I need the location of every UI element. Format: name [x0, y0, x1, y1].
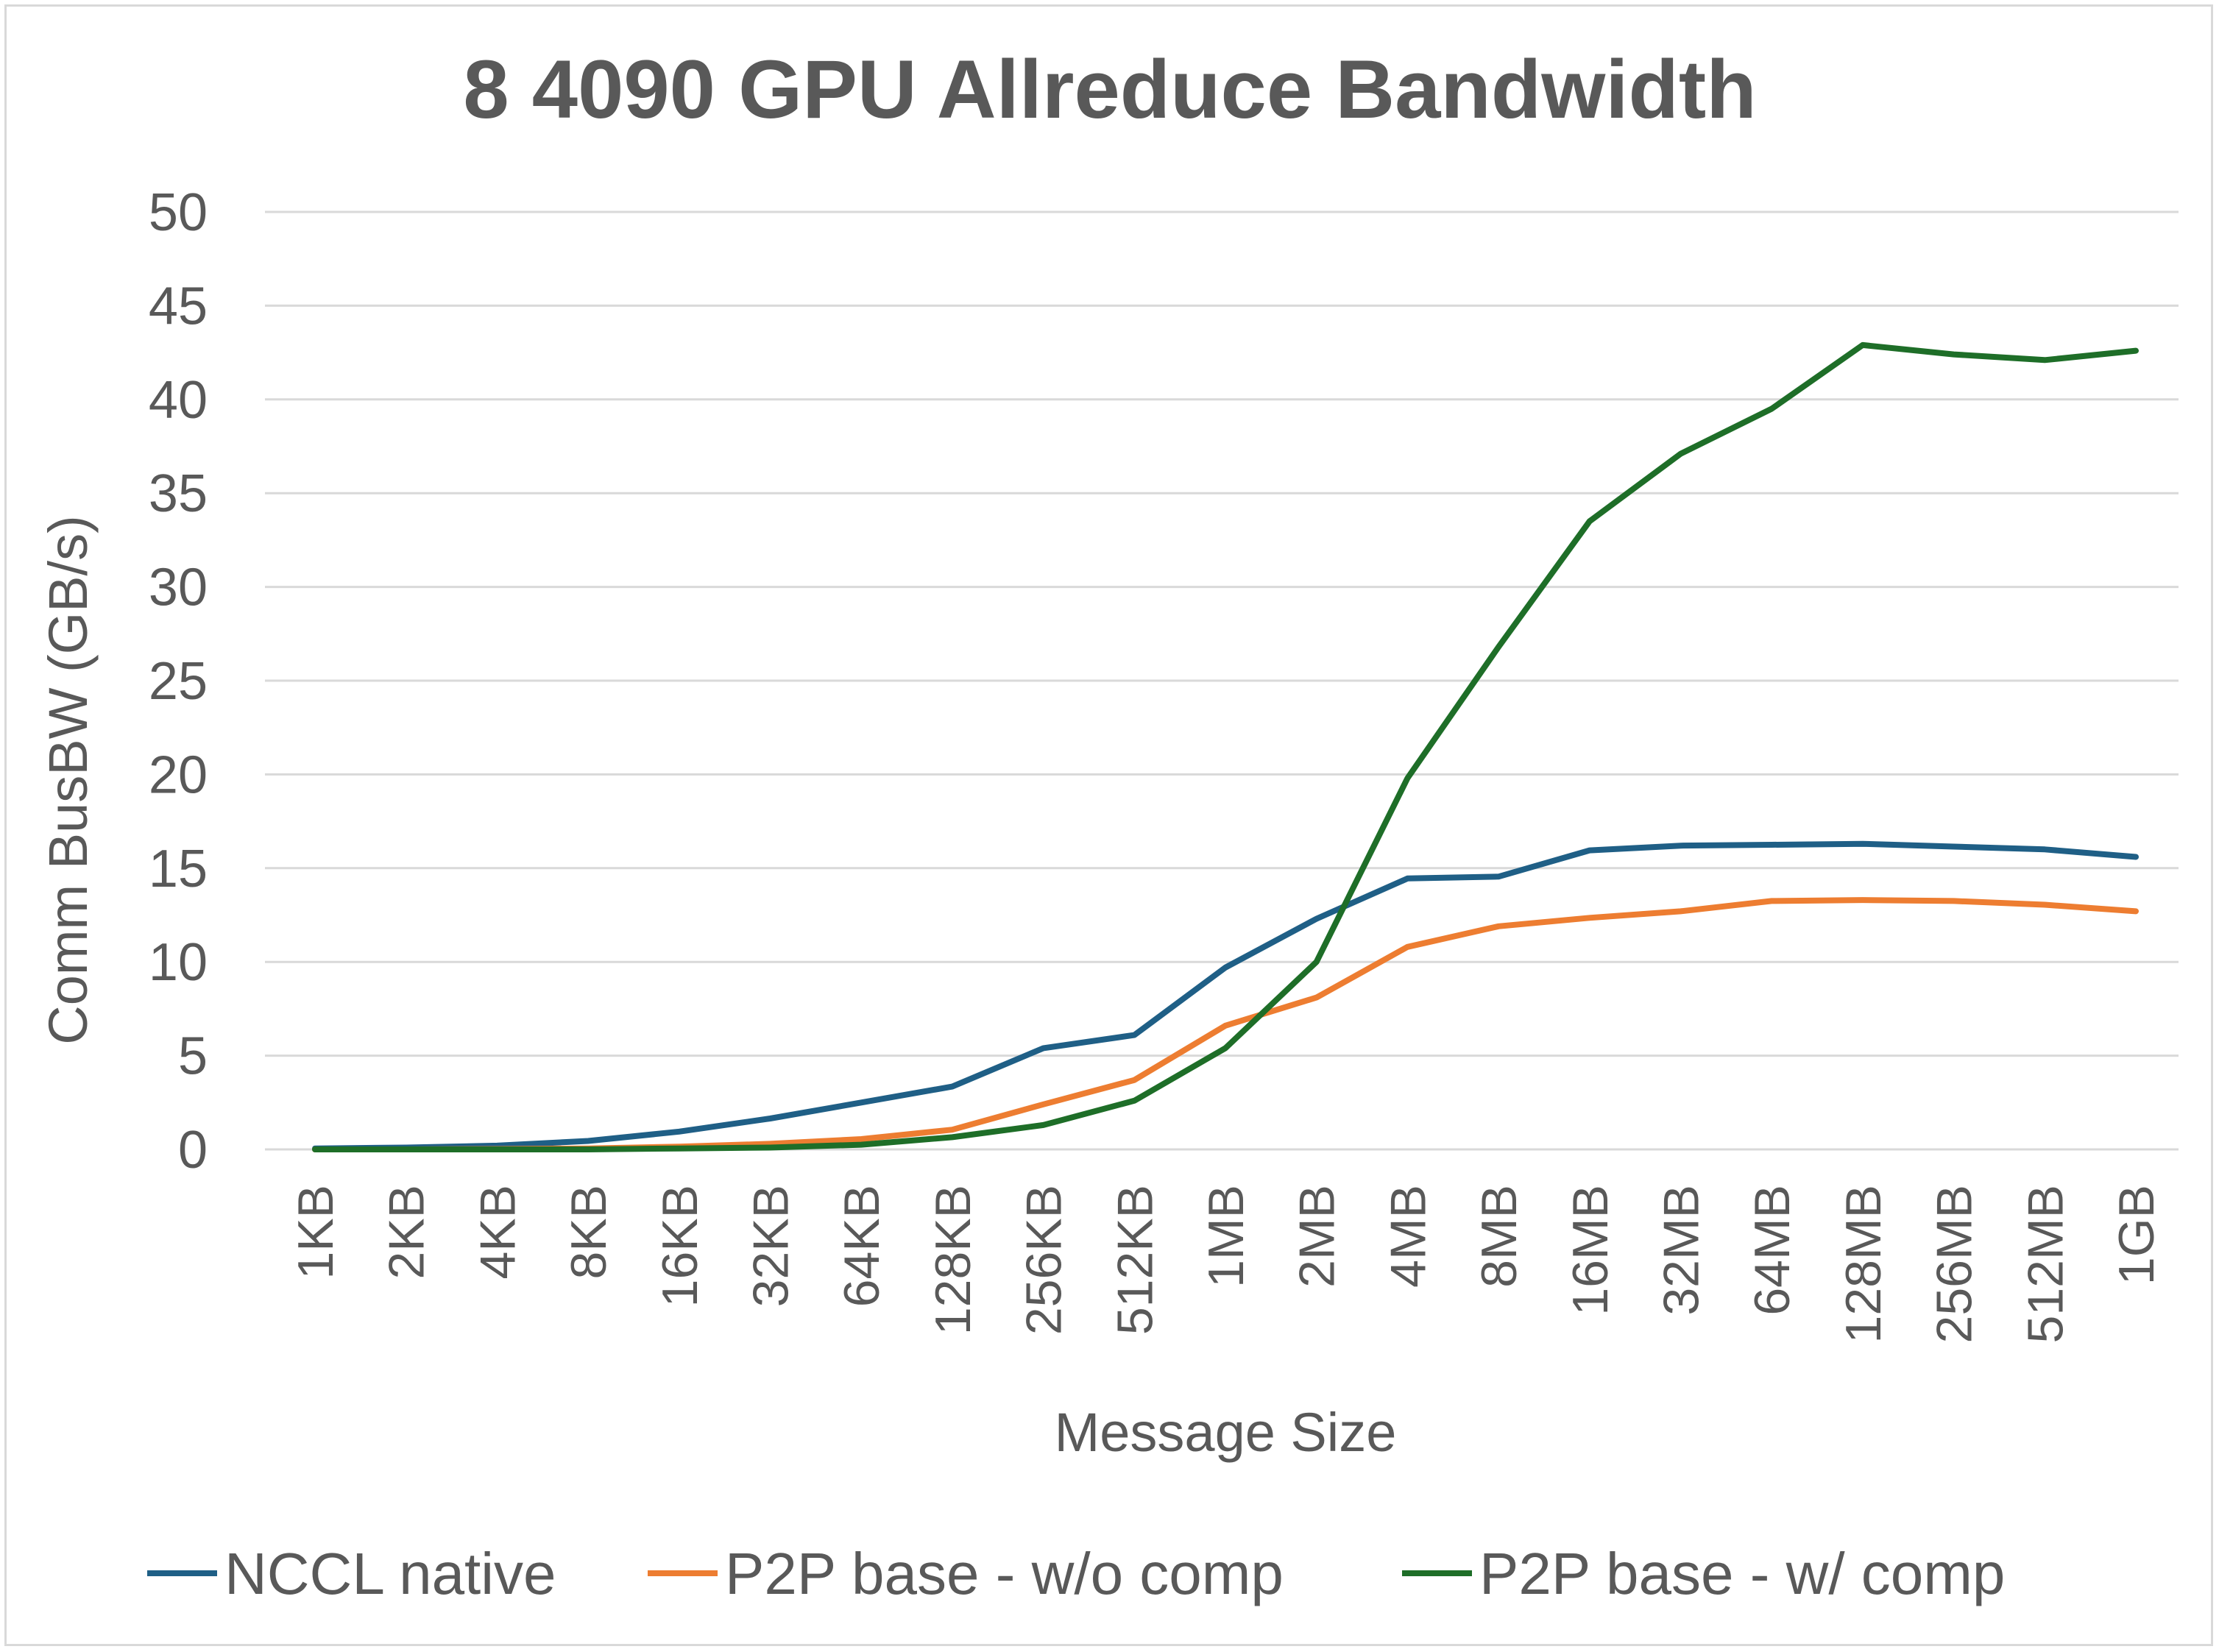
x-tick-label: 4MB — [1380, 1185, 1436, 1288]
y-axis-ticks: 0 5 10 15 20 25 30 35 40 45 50 — [149, 183, 208, 1180]
series-line-2 — [312, 341, 2139, 1152]
legend-label-2: P2P base - w/ comp — [1479, 1541, 2005, 1606]
x-tick-label: 1KB — [288, 1185, 344, 1280]
y-tick-label: 15 — [149, 840, 208, 898]
legend-label-1: P2P base - w/o comp — [725, 1541, 1284, 1606]
legend-label-0: NCCL native — [224, 1541, 556, 1606]
x-tick-label: 128KB — [925, 1185, 981, 1335]
x-tick-label: 256MB — [1927, 1185, 1983, 1343]
y-tick-label: 10 — [149, 933, 208, 992]
x-tick-label: 64KB — [834, 1185, 890, 1307]
chart-title: 8 4090 GPU Allreduce Bandwidth — [463, 43, 1756, 135]
x-tick-label: 32MB — [1654, 1185, 1710, 1316]
data-series — [312, 341, 2139, 1152]
x-tick-label: 8KB — [561, 1185, 617, 1280]
y-axis-label: Comm BusBW (GB/s) — [38, 515, 99, 1044]
y-tick-label: 50 — [149, 183, 208, 242]
x-tick-label: 1MB — [1198, 1185, 1254, 1288]
y-tick-label: 20 — [149, 745, 208, 804]
x-tick-label: 8MB — [1471, 1185, 1527, 1288]
x-tick-label: 4KB — [470, 1185, 525, 1280]
x-tick-label: 64MB — [1744, 1185, 1800, 1316]
x-tick-label: 2KB — [379, 1185, 435, 1280]
legend: NCCL native P2P base - w/o comp P2P base -… — [147, 1541, 2005, 1606]
y-tick-label: 0 — [178, 1121, 208, 1180]
x-tick-label: 512KB — [1107, 1185, 1163, 1335]
x-tick-label: 16KB — [652, 1185, 708, 1307]
x-tick-label: 512MB — [2017, 1185, 2073, 1343]
y-tick-label: 35 — [149, 464, 208, 523]
y-tick-label: 5 — [178, 1027, 208, 1086]
gridlines — [265, 210, 2179, 1151]
x-tick-label: 16MB — [1562, 1185, 1618, 1316]
x-axis-label: Message Size — [1055, 1402, 1397, 1463]
y-tick-label: 25 — [149, 652, 208, 711]
y-tick-label: 40 — [149, 371, 208, 430]
x-axis-ticks: 1KB 2KB 4KB 8KB 16KB 32KB 64KB 128KB 256KB 512KB 1… — [288, 1185, 2165, 1343]
x-tick-label: 128MB — [1836, 1185, 1891, 1343]
x-tick-label: 1GB — [2109, 1185, 2165, 1285]
series-line-0 — [312, 840, 2139, 1152]
series-line-1 — [312, 897, 2139, 1152]
y-tick-label: 45 — [149, 277, 208, 336]
x-tick-label: 2MB — [1289, 1185, 1345, 1288]
x-tick-label: 32KB — [743, 1185, 799, 1307]
x-tick-label: 256KB — [1016, 1185, 1072, 1335]
y-tick-label: 30 — [149, 559, 208, 617]
chart-frame — [4, 4, 2213, 1646]
